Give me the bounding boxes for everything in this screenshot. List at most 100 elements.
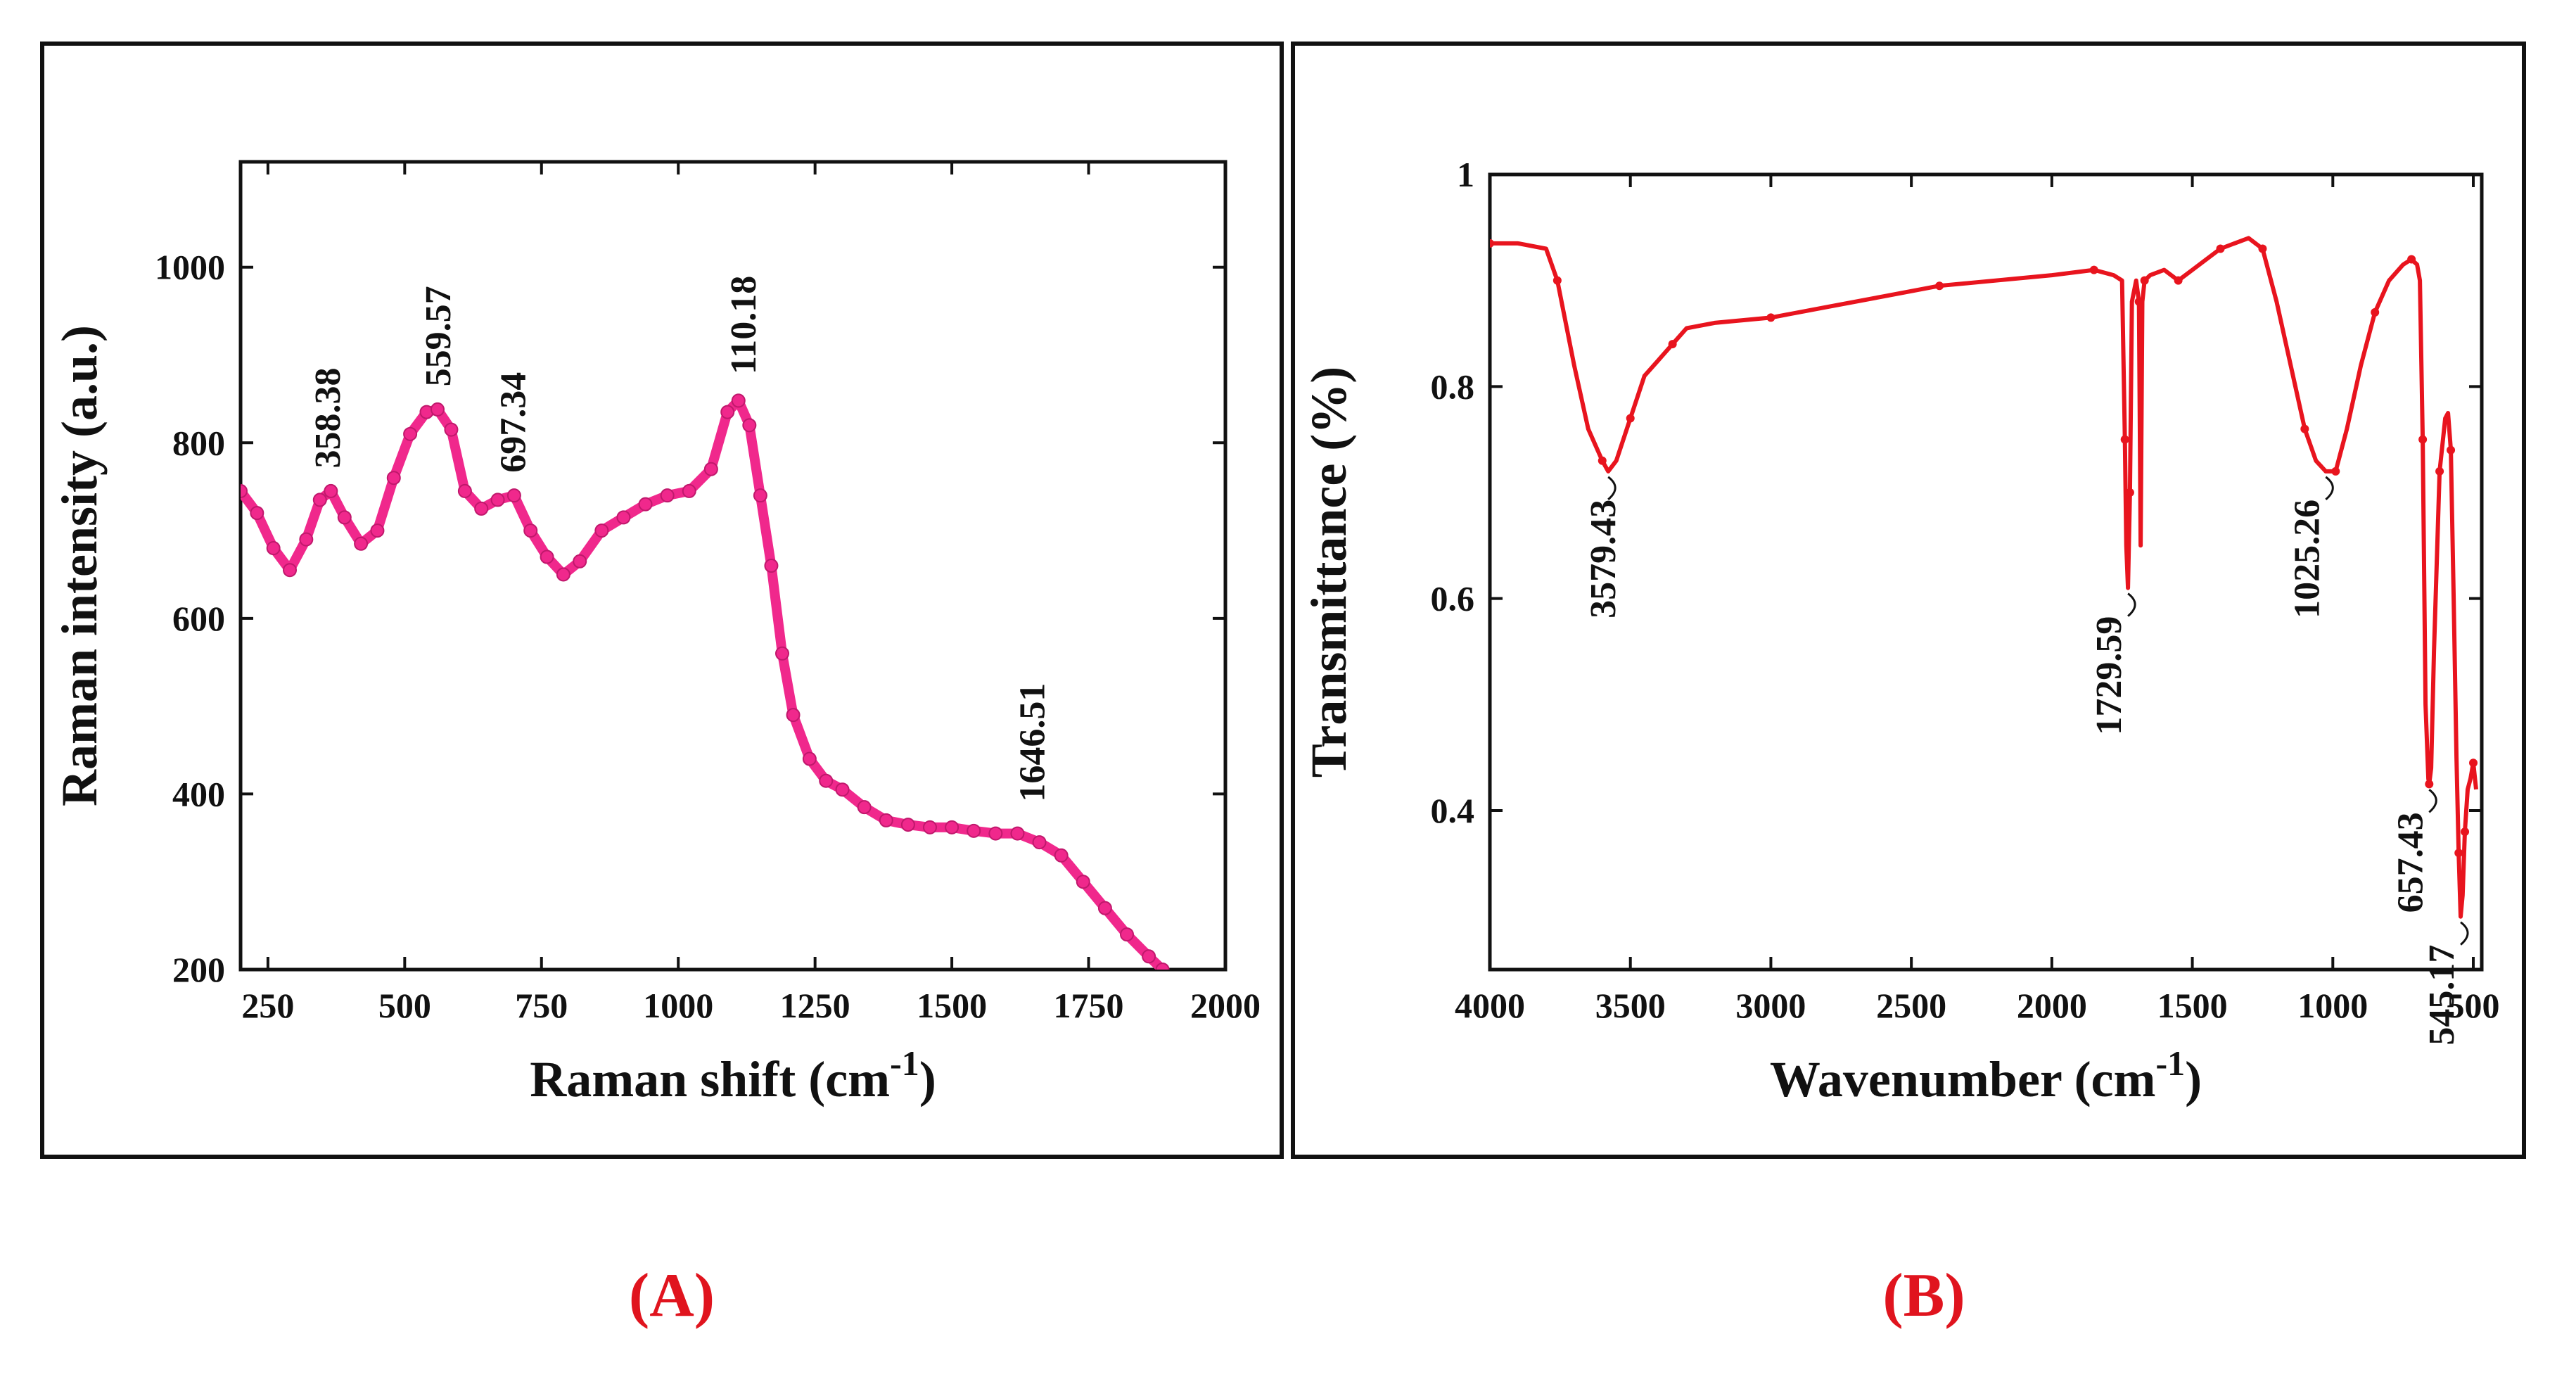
y-tick-label: 1 bbox=[1457, 155, 1474, 194]
data-point bbox=[1097, 901, 1112, 915]
x-tick-label: 250 bbox=[241, 986, 294, 1025]
data-point bbox=[266, 541, 281, 556]
plot-area-border bbox=[238, 160, 1228, 972]
data-point bbox=[312, 493, 327, 507]
data-point bbox=[250, 506, 264, 521]
y-tick-label: 600 bbox=[172, 599, 225, 638]
data-point bbox=[444, 422, 459, 437]
data-point bbox=[2140, 276, 2149, 285]
x-tick-label: 1000 bbox=[643, 986, 713, 1025]
y-tick-label: 1000 bbox=[155, 248, 225, 287]
data-point bbox=[638, 497, 653, 512]
x-tick-label: 1750 bbox=[1054, 986, 1124, 1025]
y-tick-label: 0.8 bbox=[1431, 367, 1475, 406]
x-axis-title-superscript: -1 bbox=[890, 1043, 919, 1083]
data-point bbox=[2469, 758, 2478, 768]
data-point bbox=[556, 567, 570, 582]
peak-label: 1646.51 bbox=[1013, 683, 1053, 802]
x-tick-label: 2500 bbox=[1876, 986, 1946, 1025]
data-point bbox=[490, 493, 505, 507]
data-point bbox=[337, 510, 352, 525]
data-point bbox=[1598, 456, 1607, 465]
data-point bbox=[573, 554, 587, 569]
peak-label: 697.34 bbox=[494, 372, 534, 473]
data-point bbox=[764, 559, 779, 573]
data-point bbox=[1490, 239, 1494, 248]
data-point bbox=[988, 826, 1003, 841]
data-point bbox=[474, 501, 489, 516]
x-tick-label: 2000 bbox=[1190, 986, 1261, 1025]
data-point bbox=[2125, 488, 2134, 497]
data-point bbox=[354, 536, 369, 551]
data-point bbox=[1054, 848, 1069, 863]
x-tick-label: 1000 bbox=[2297, 986, 2368, 1025]
y-tick-label: 0.4 bbox=[1431, 791, 1475, 830]
data-point bbox=[1032, 835, 1047, 850]
data-point bbox=[703, 462, 718, 476]
data-point bbox=[2216, 244, 2225, 253]
data-point bbox=[2407, 255, 2416, 264]
x-tick-label: 1500 bbox=[917, 986, 987, 1025]
data-point bbox=[523, 523, 538, 538]
x-axis-title-superscript: -1 bbox=[2155, 1043, 2185, 1083]
data-point bbox=[2454, 849, 2463, 858]
x-axis-title-text: Wavenumber (cm bbox=[1770, 1051, 2156, 1107]
x-axis-title: Wavenumber (cm-1) bbox=[1770, 1043, 2202, 1107]
peak-label: 1025.26 bbox=[2287, 500, 2327, 618]
panel-a-label: (A) bbox=[629, 1262, 715, 1330]
x-tick-label: 2000 bbox=[2017, 986, 2087, 1025]
plot-area-border bbox=[1488, 172, 2484, 972]
panel-a-chart: 250 500 750 1000 1250 1500 1750 2000 200 400 600 80… bbox=[51, 160, 1261, 1107]
x-tick-label: 750 bbox=[515, 986, 568, 1025]
data-point bbox=[2120, 435, 2129, 444]
data-point bbox=[324, 483, 338, 498]
peak-label: 559.57 bbox=[419, 286, 459, 386]
data-point bbox=[945, 820, 959, 834]
x-tick-label: 1250 bbox=[780, 986, 850, 1025]
y-axis-title: Raman intensity (a.u.) bbox=[51, 325, 108, 806]
y-axis-title: Transmittance (%) bbox=[1301, 367, 1357, 778]
data-point bbox=[2371, 307, 2380, 317]
panel-b-chart: 4000 3500 3000 2500 2000 1500 1000 500 0.4 0.6 0.8… bbox=[1301, 155, 2500, 1107]
x-tick-label: 500 bbox=[378, 986, 431, 1025]
series-line bbox=[1490, 236, 2478, 919]
data-point bbox=[775, 646, 789, 661]
data-point bbox=[900, 818, 915, 832]
data-point bbox=[2425, 780, 2434, 789]
peak-label: 657.43 bbox=[2390, 812, 2430, 913]
data-point bbox=[2461, 827, 2470, 837]
data-point bbox=[819, 773, 834, 788]
x-axis-title-close: ) bbox=[919, 1051, 936, 1107]
y-tick-label: 200 bbox=[172, 950, 225, 989]
x-tick-label: 1500 bbox=[2157, 986, 2228, 1025]
peak-label: 110.18 bbox=[724, 276, 764, 374]
data-point bbox=[786, 708, 801, 723]
data-point bbox=[1668, 340, 1677, 349]
x-axis-title-text: Raman shift (cm bbox=[530, 1051, 890, 1107]
data-point bbox=[370, 523, 385, 538]
peak-arrow bbox=[2325, 476, 2334, 501]
data-point bbox=[2258, 244, 2267, 253]
y-tick-label: 0.6 bbox=[1431, 579, 1475, 618]
data-point bbox=[682, 483, 696, 498]
data-point bbox=[2418, 435, 2428, 444]
data-point bbox=[753, 488, 767, 503]
data-point bbox=[835, 782, 850, 797]
data-point bbox=[241, 483, 248, 498]
data-point bbox=[857, 800, 872, 815]
data-point bbox=[1935, 281, 1944, 291]
peak-label: 3579.43 bbox=[1583, 500, 1624, 618]
x-tick-label: 500 bbox=[2447, 986, 2500, 1025]
data-point bbox=[720, 405, 735, 419]
data-point bbox=[1076, 875, 1090, 889]
data-point bbox=[299, 532, 314, 547]
data-point bbox=[660, 488, 675, 503]
data-point bbox=[1766, 313, 1775, 322]
data-point bbox=[2435, 466, 2444, 476]
peak-arrow bbox=[2428, 789, 2437, 813]
data-point bbox=[457, 483, 472, 498]
peak-label: 358.38 bbox=[308, 367, 348, 468]
peak-arrow bbox=[2460, 921, 2469, 946]
data-point bbox=[594, 523, 609, 538]
data-point bbox=[802, 751, 817, 766]
